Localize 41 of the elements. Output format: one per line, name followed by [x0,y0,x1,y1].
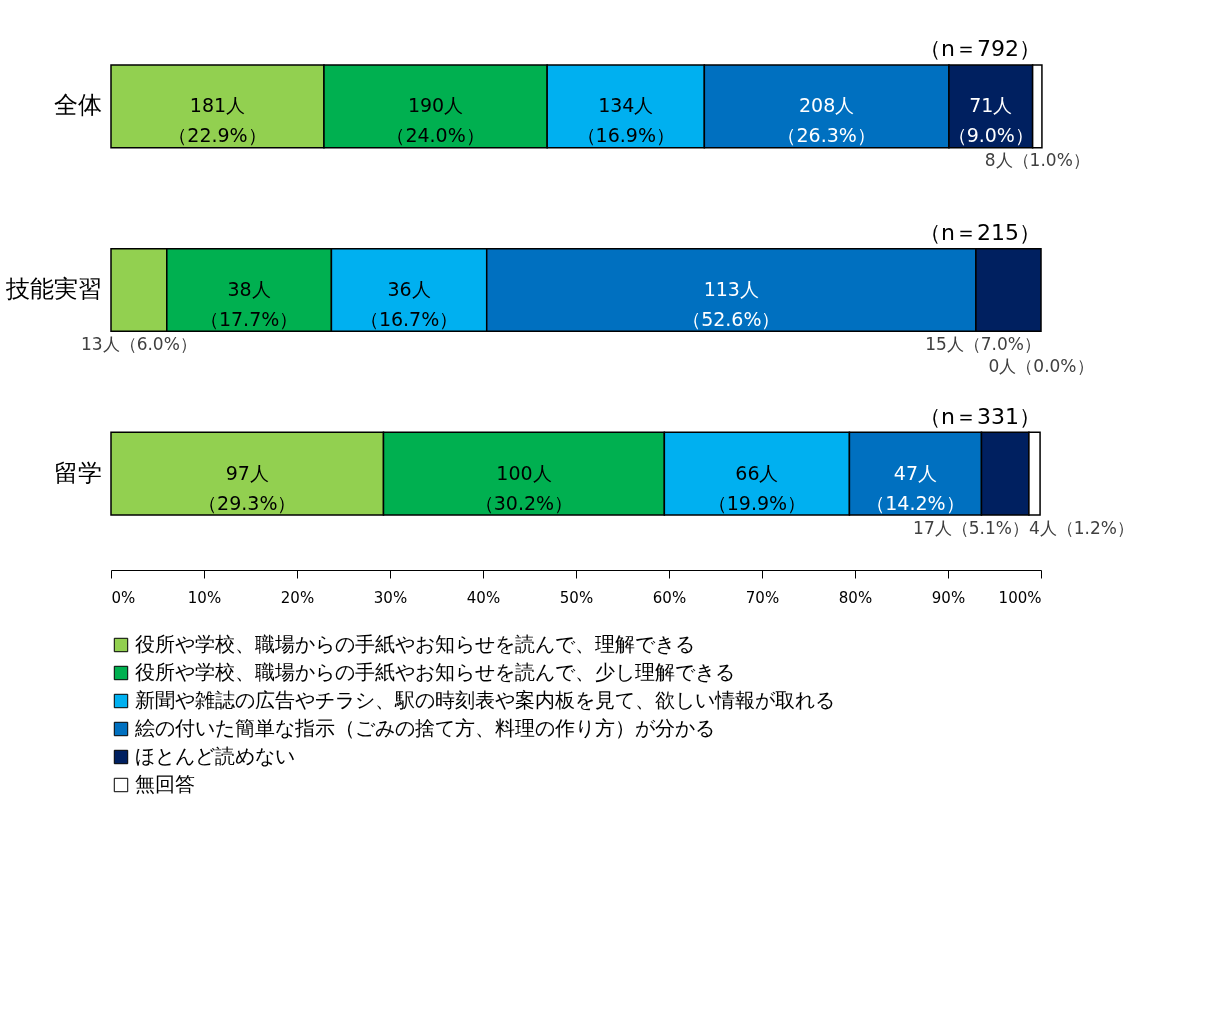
data-label: 100人（30.2%） [474,461,574,514]
legend-label: ほとんど読めない [135,744,295,768]
data-label: 208人（26.3%） [777,94,876,147]
x-tick-label: 0% [111,588,136,607]
legend-label: 絵の付いた簡単な指示（ごみの捨て方、料理の作り方）が分かる [134,716,715,740]
y-tick-label: 留学 [53,458,102,487]
text: （n＝792） [919,36,1041,62]
data-label: 4人（1.2%） [1028,517,1134,538]
data-label: 38人（17.7%） [199,278,299,330]
x-tick-label: 20% [280,588,315,607]
y-tick-label: 全体 [53,91,102,120]
y-tick-label: 技能実習 [4,275,102,303]
data-label: 113人（52.6%） [682,278,781,330]
data-label: 181人（22.9%） [168,94,267,147]
data-label: 97人（29.3%） [198,461,297,514]
data-label: 13人（6.0%） [80,334,197,354]
data-label: 134人（16.9%） [576,94,675,147]
x-tick-label: 60% [652,588,687,607]
data-label: 0人（0.0%） [988,356,1094,376]
legend-label: 役所や学校、職場からの手紙やお知らせを読んで、少し理解できる [135,660,735,684]
x-tick-label: 10% [187,588,222,607]
legend-label: 新聞や雑誌の広告やチラシ、駅の時刻表や案内板を見て、欲しい情報が取れる [135,688,835,712]
x-tick-label: 40% [466,588,501,607]
data-label: 8人（1.0%） [984,150,1090,171]
x-tick-label: 100% [998,588,1042,607]
legend-label: 無回答 [135,772,195,796]
data-label: 66人（19.9%） [707,461,807,514]
x-tick-label: 90% [931,588,966,607]
annotation: （n＝215） [919,220,1041,245]
data-label: 47人（14.2%） [866,461,965,514]
data-label: 190人（24.0%） [386,94,485,147]
data-label: 17人（5.1%） [913,517,1029,538]
legend-label: 役所や学校、職場からの手紙やお知らせを読んで、理解できる [135,632,695,656]
x-tick-label: 70% [745,588,780,607]
data-label: 15人（7.0%） [925,334,1041,354]
data-label: 71人（9.0%） [947,94,1034,147]
x-tick-label: 80% [838,588,873,607]
x-tick-label: 30% [373,588,408,607]
x-tick-label: 50% [559,588,594,607]
data-label: 36人（16.7%） [359,278,459,330]
annotation: （n＝331） [919,403,1041,429]
